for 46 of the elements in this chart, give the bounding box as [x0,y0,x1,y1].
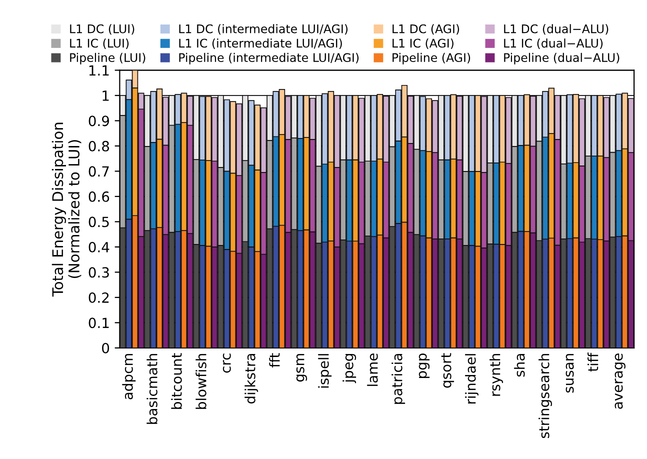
x-tick-label: lame [367,354,378,386]
legend-label: L1 DC (intermediate LUI/AGI) [179,24,348,35]
y-tick-label: 0.8 [88,140,110,152]
x-tick-label: stringsearch [538,354,552,438]
x-tick-label: blowfish [196,354,206,409]
x-tick-label: crc [222,354,231,373]
x-tick-label: rsynth [490,354,504,396]
legend-label: L1 IC (LUI) [70,38,129,50]
y-tick-label: 0.9 [88,116,109,126]
legend-label: L1 DC (LUI) [70,24,134,35]
x-tick-label: sha [514,354,525,377]
x-tick-label: pgp [418,354,430,378]
x-tick-label: ispell [318,354,332,388]
legend-label: Pipeline (AGI) [392,52,470,64]
legend-label: L1 DC (dual−ALU) [504,24,608,35]
x-tick-label: patricia [392,354,406,404]
y-tick-label: 0.3 [88,267,109,278]
x-tick-label: adpcm [122,354,136,400]
x-tick-label: qsort [441,353,454,388]
y-tick-label: 0.6 [88,191,110,202]
y-tick-label: 0 [102,342,110,354]
x-tick-label: jpeg [342,354,356,384]
legend-label: L1 IC (intermediate LUI/AGI) [179,38,342,50]
y-tick-label: 1.1 [89,65,109,76]
legend-label: Pipeline (intermediate LUI/AGI) [179,52,359,64]
y-axis-title: Total Energy Dissipation (Normalized to LUI) [52,122,82,297]
y-tick-label: 0.5 [88,216,109,228]
legend-label: L1 DC (AGI) [392,24,460,35]
legend-label: L1 IC (AGI) [392,38,454,50]
x-tick-label: basicmath [146,354,158,424]
legend-label: Pipeline (LUI) [70,52,146,64]
x-tick-label: susan [566,354,574,393]
y-tick-label: 0.2 [88,292,109,303]
legend-label: Pipeline (dual−ALU) [504,52,620,64]
x-tick-label: gsm [296,354,308,382]
y-tick-label: 0.1 [88,318,109,328]
x-tick-label: bitcount [171,353,182,409]
y-tick-label: 0.4 [88,242,110,252]
x-tick-label: tiff [588,352,598,372]
y-tick-label: 1 [102,90,109,101]
x-tick-label: fft [269,353,280,368]
x-tick-label: dijkstra [244,354,258,404]
x-tick-label: rijndael [465,354,479,404]
legend-label: L1 IC (dual−ALU) [504,38,603,50]
y-tick-label: 0.7 [88,166,109,177]
x-tick-label: average [614,354,626,409]
